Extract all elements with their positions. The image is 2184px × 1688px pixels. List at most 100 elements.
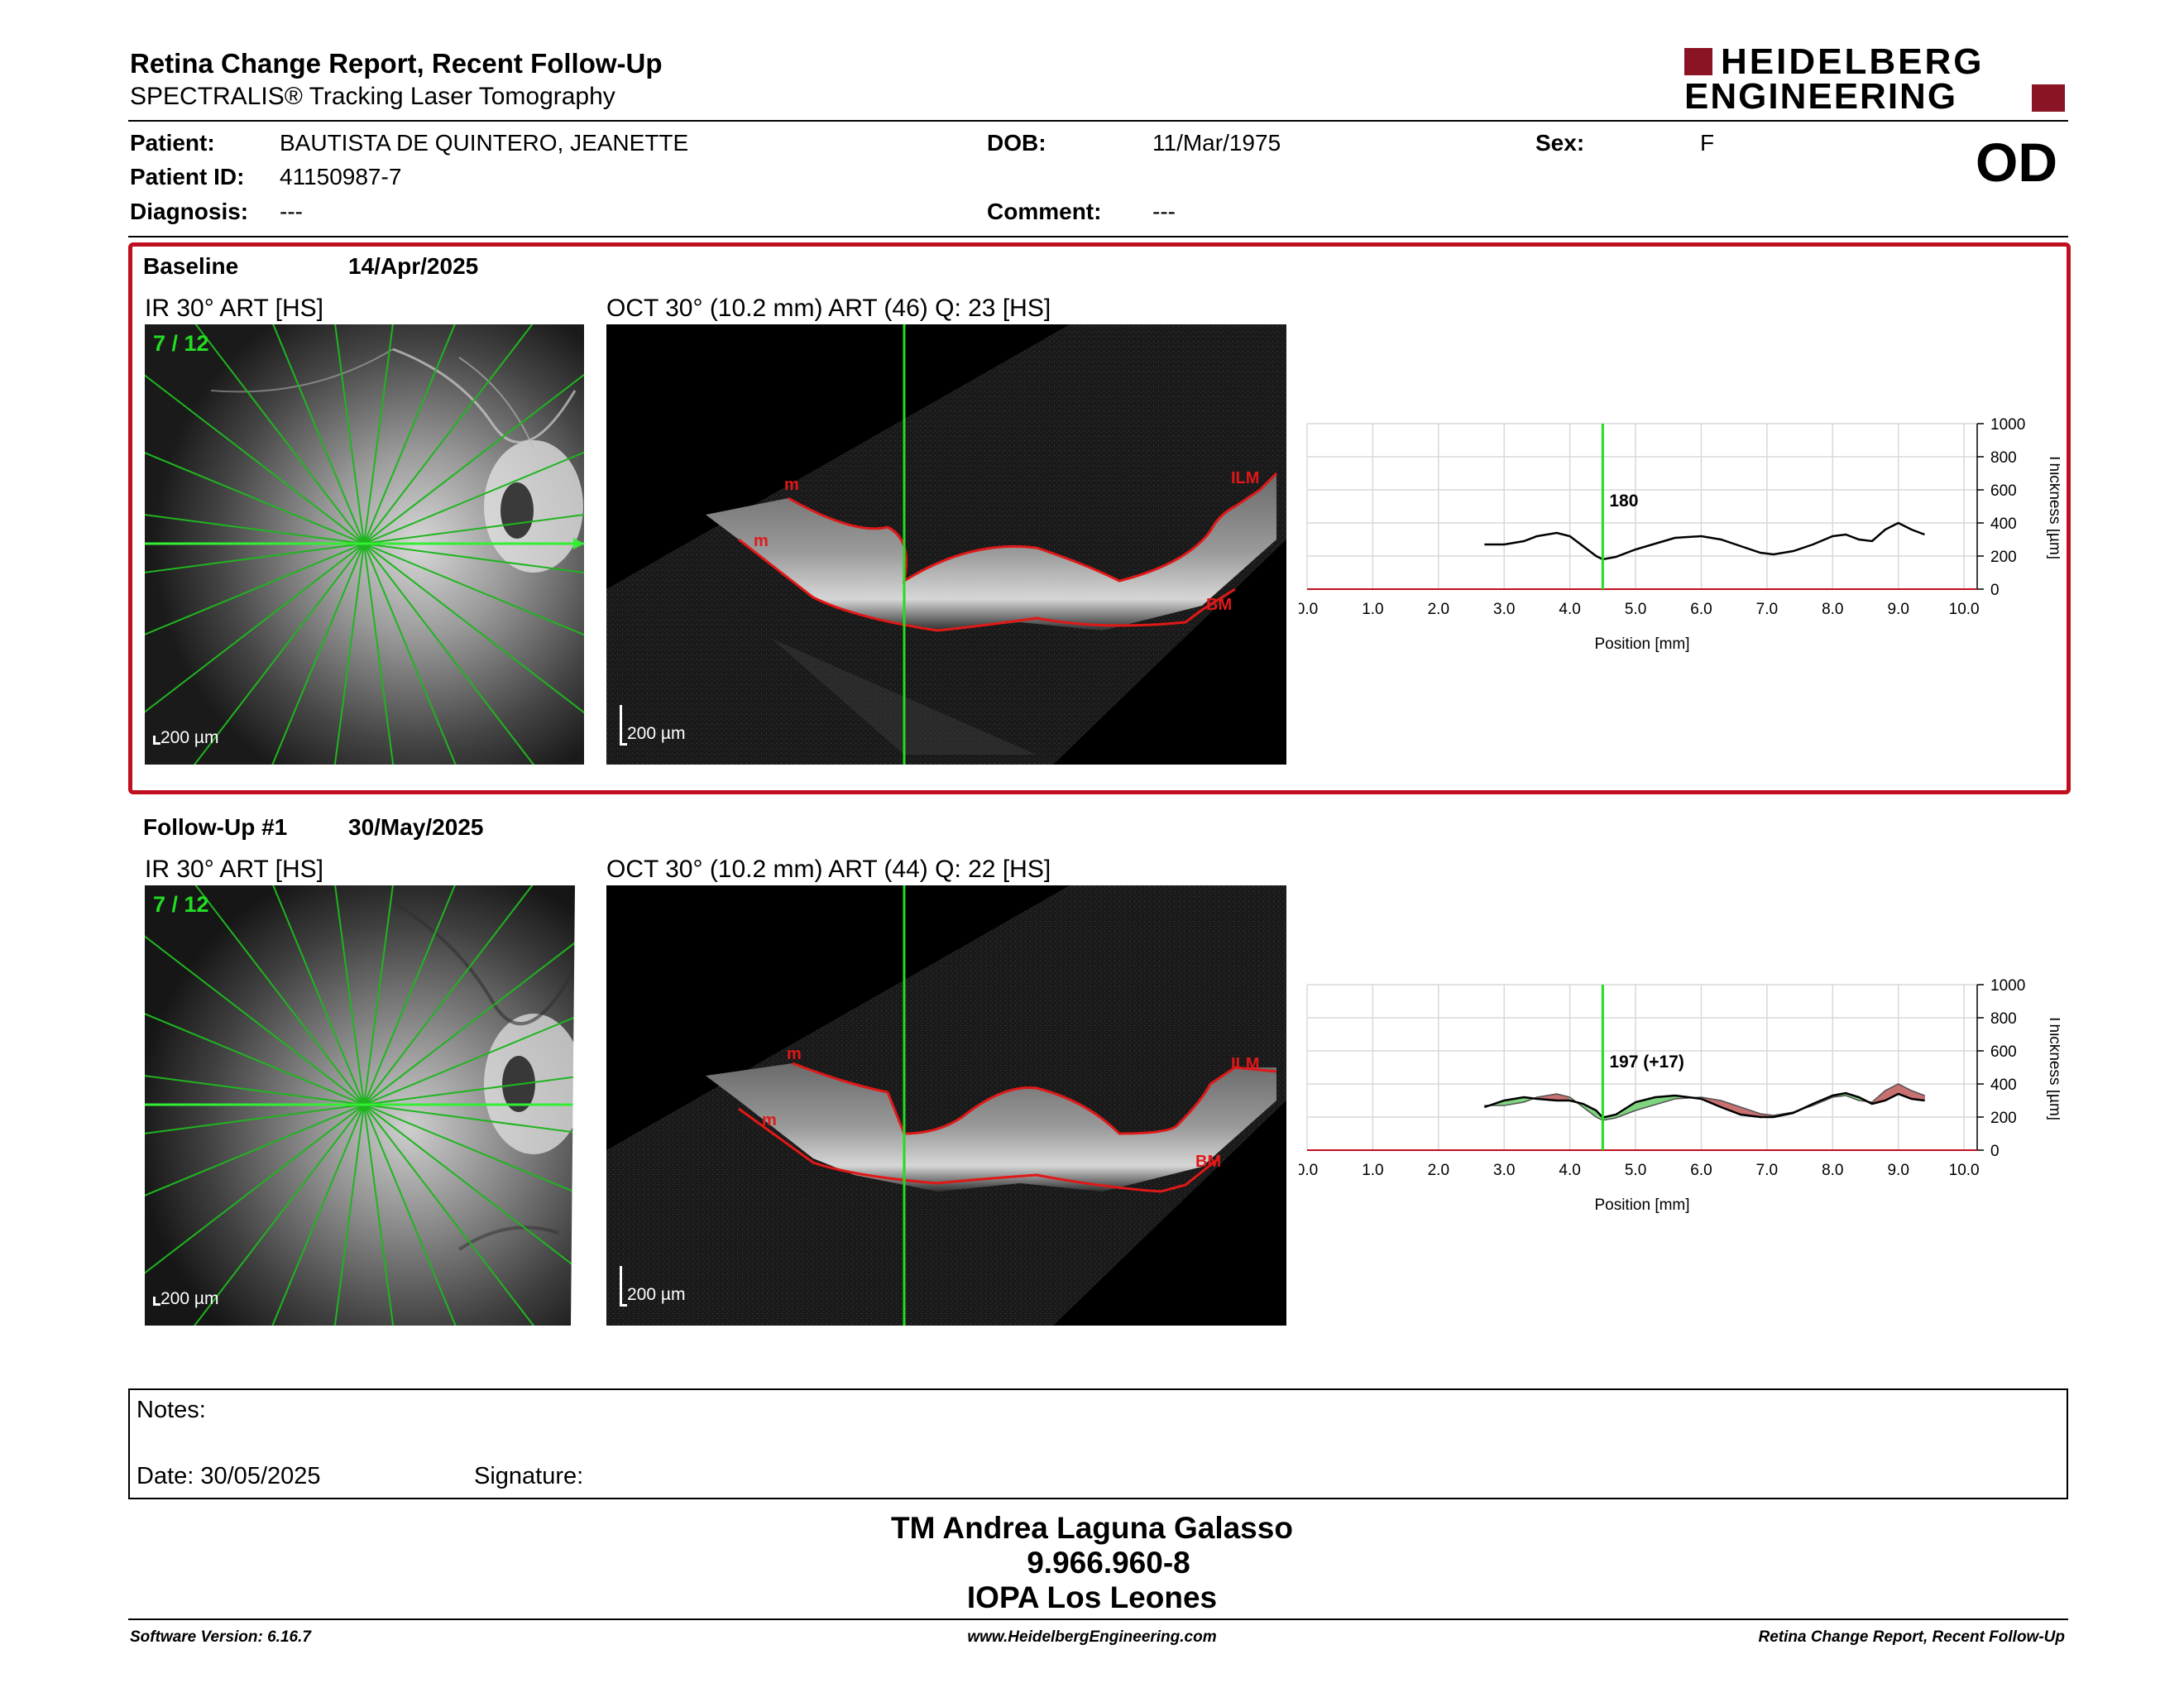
y-axis-label: Thickness [µm]: [2046, 1014, 2060, 1120]
sex-label: Sex:: [1535, 130, 1585, 156]
x-tick-label: 9.0: [1887, 601, 1909, 618]
baseline-section: [128, 242, 2071, 794]
followup-ir-image: 7 / 12 200 µm: [145, 885, 584, 1326]
baseline-scan-counter: 7 / 12: [153, 331, 209, 356]
baseline-ir-scale-label: 200 µm: [160, 728, 219, 747]
baseline-bm-label: BM: [1206, 596, 1232, 614]
x-tick-label: 4.0: [1559, 1162, 1580, 1179]
x-tick-label: 6.0: [1690, 601, 1712, 618]
comment-label: Comment:: [987, 199, 1102, 224]
x-tick-label: 8.0: [1822, 601, 1843, 618]
x-tick-label: 0.0: [1299, 1162, 1318, 1179]
x-tick-label: 9.0: [1887, 1162, 1909, 1179]
followup-ir-title: IR 30° ART [HS]: [145, 856, 323, 883]
signature-label: Signature:: [474, 1463, 584, 1489]
followup-oct-title: OCT 30° (10.2 mm) ART (44) Q: 22 [HS]: [606, 856, 1051, 883]
x-tick-label: 3.0: [1493, 601, 1515, 618]
baseline-date: 14/Apr/2025: [348, 253, 479, 279]
y-tick-label: 200: [1990, 1110, 2017, 1127]
x-tick-label: 6.0: [1690, 1162, 1712, 1179]
logo-line2: ENGINEERING: [1684, 76, 1958, 117]
dob-label: DOB:: [987, 130, 1046, 156]
footer-software: Software Version: 6.16.7: [130, 1628, 311, 1646]
signer-name: TM Andrea Laguna Galasso: [891, 1511, 1293, 1545]
x-tick-label: 4.0: [1559, 601, 1580, 618]
patient-label: Patient:: [130, 130, 215, 156]
report-subtitle: SPECTRALIS® Tracking Laser Tomography: [130, 83, 615, 110]
thickness-series-line: [1484, 1083, 1925, 1121]
y-tick-label: 800: [1990, 1010, 2017, 1028]
followup-ilm-label: ILM: [1231, 1055, 1259, 1073]
followup-thickness-chart: 0.0 1.0 2.0 3.0 4.0 5.0 6.0 7.0 8.0 9.0 10.0 0 200 40…: [1299, 977, 2060, 1214]
baseline-oct-scale-label: 200 µm: [627, 724, 686, 743]
y-tick-label: 400: [1990, 1077, 2017, 1094]
cursor-value-label: 180: [1609, 492, 1638, 511]
x-tick-label: 3.0: [1493, 1162, 1515, 1179]
patient-id: 41150987-7: [280, 164, 402, 189]
eye-indicator: OD: [1976, 132, 2057, 193]
notes-box[interactable]: Notes: Date: 30/05/2025 Signature:: [128, 1388, 2068, 1499]
diagnosis-label: Diagnosis:: [130, 199, 249, 224]
followup-oct-image: m m ILM BM 200 µm: [606, 885, 1286, 1326]
y-tick-label: 400: [1990, 516, 2017, 533]
x-tick-label: 7.0: [1756, 601, 1778, 618]
baseline-ilm-label: ILM: [1231, 469, 1259, 487]
y-axis-label: Thickness [µm]: [2046, 453, 2060, 559]
followup-oct-scalebar: 200 µm: [620, 1266, 685, 1307]
x-tick-label: 1.0: [1362, 1162, 1383, 1179]
comment-value: ---: [1152, 199, 1176, 224]
baseline-m-label-bottom: m: [754, 532, 769, 550]
followup-date: 30/May/2025: [348, 814, 484, 840]
followup-ir-scale-label: 200 µm: [160, 1289, 219, 1308]
baseline-oct-title: OCT 30° (10.2 mm) ART (46) Q: 23 [HS]: [606, 295, 1051, 322]
baseline-oct-image: m m ILM BM 200 µm: [606, 324, 1286, 765]
x-tick-label: 10.0: [1949, 601, 1980, 618]
x-tick-label: 10.0: [1949, 1162, 1980, 1179]
x-axis-label: Position [mm]: [1594, 1196, 1689, 1214]
footer-divider: [128, 1618, 2068, 1620]
y-tick-label: 0: [1990, 582, 2000, 599]
notes-date: Date: 30/05/2025: [136, 1463, 321, 1489]
y-tick-label: 800: [1990, 449, 2017, 467]
x-tick-label: 7.0: [1756, 1162, 1778, 1179]
x-tick-label: 2.0: [1428, 1162, 1449, 1179]
baseline-ir-scalebar: 200 µm: [153, 728, 218, 748]
patient-name: BAUTISTA DE QUINTERO, JEANETTE: [280, 130, 689, 156]
followup-m-label-top: m: [787, 1045, 802, 1063]
thickness-series-line: [1484, 1091, 1925, 1119]
footer-report: Retina Change Report, Recent Follow-Up: [1758, 1628, 2065, 1646]
followup-scan-counter: 7 / 12: [153, 892, 209, 917]
baseline-label: Baseline: [143, 253, 239, 279]
baseline-oct-scalebar: 200 µm: [620, 705, 685, 746]
cursor-value-label: 197 (+17): [1609, 1053, 1684, 1072]
baseline-thickness-chart: 0.0 1.0 2.0 3.0 4.0 5.0 6.0 7.0 8.0 9.0 10.0 0 200 40…: [1299, 416, 2060, 653]
followup-oct-scale-label: 200 µm: [627, 1285, 686, 1304]
notes-label: Notes:: [136, 1397, 206, 1423]
y-tick-label: 0: [1990, 1143, 2000, 1160]
baseline-ir-title: IR 30° ART [HS]: [145, 295, 323, 322]
x-tick-label: 0.0: [1299, 601, 1318, 618]
baseline-m-label-top: m: [784, 476, 799, 494]
signer-id: 9.966.960-8: [1027, 1546, 1190, 1580]
followup-bm-label: BM: [1195, 1153, 1221, 1171]
y-tick-label: 1000: [1990, 977, 2025, 995]
dob-value: 11/Mar/1975: [1152, 130, 1281, 156]
patient-divider: [128, 236, 2068, 237]
logo-line1: HEIDELBERG: [1721, 41, 1985, 82]
y-tick-label: 600: [1990, 1043, 2017, 1061]
thickness-series-line: [1484, 521, 1925, 561]
footer-website[interactable]: www.HeidelbergEngineering.com: [967, 1628, 1217, 1646]
x-tick-label: 2.0: [1428, 601, 1449, 618]
patient-id-label: Patient ID:: [130, 164, 245, 189]
y-tick-label: 200: [1990, 549, 2017, 566]
header-divider: [128, 120, 2068, 122]
report-title: Retina Change Report, Recent Follow-Up: [130, 48, 663, 79]
x-tick-label: 5.0: [1625, 601, 1646, 618]
diagnosis-value: ---: [280, 199, 303, 224]
baseline-ir-image: 7 / 12 200 µm: [145, 324, 584, 765]
followup-label: Follow-Up #1: [143, 814, 288, 840]
x-tick-label: 5.0: [1625, 1162, 1646, 1179]
x-axis-label: Position [mm]: [1594, 635, 1689, 653]
y-tick-label: 1000: [1990, 416, 2025, 434]
signer-org: IOPA Los Leones: [966, 1580, 1218, 1614]
